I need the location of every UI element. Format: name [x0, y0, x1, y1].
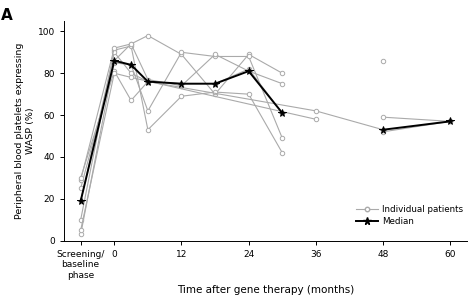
- Legend: Individual patients, Median: Individual patients, Median: [352, 201, 467, 230]
- Y-axis label: Peripheral blood platelets expressing
WASP (%): Peripheral blood platelets expressing WA…: [16, 43, 35, 219]
- X-axis label: Time after gene therapy (months): Time after gene therapy (months): [177, 285, 354, 295]
- Text: A: A: [1, 8, 13, 23]
